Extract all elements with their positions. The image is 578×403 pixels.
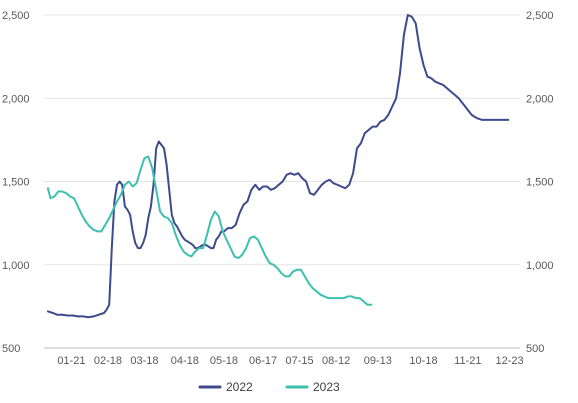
- y-tick-label-right: 1,500: [526, 177, 554, 189]
- y-tick-label-left: 1,000: [2, 260, 30, 272]
- x-tick-label: 12-23: [495, 355, 523, 367]
- y-tick-label-left: 2,000: [2, 93, 30, 105]
- series-line-2023: [46, 155, 373, 306]
- x-tick-label: 05-18: [210, 355, 238, 367]
- legend-item-2022[interactable]: 2022: [198, 380, 253, 394]
- x-tick-label: 07-15: [286, 355, 314, 367]
- x-tick-label: 06-17: [249, 355, 277, 367]
- series-line-2022: [46, 14, 510, 319]
- y-tick-label-left: 500: [2, 343, 20, 355]
- y-tick-label-right: 1,000: [526, 260, 554, 272]
- x-tick-label: 11-21: [454, 355, 481, 367]
- x-tick-label: 04-18: [171, 355, 199, 367]
- x-tick-label: 10-18: [409, 355, 437, 367]
- x-tick-label: 09-13: [364, 355, 392, 367]
- y-tick-label-right: 2,500: [526, 10, 554, 22]
- y-tick-label-left: 2,500: [2, 10, 30, 22]
- x-tick-label: 08-12: [322, 355, 350, 367]
- y-axis-right: 500 1,000 1,500 2,000 2,500: [526, 10, 554, 355]
- y-tick-label-left: 1,500: [2, 177, 30, 189]
- legend-label: 2023: [313, 380, 340, 394]
- legend[interactable]: 2022 2023: [198, 380, 340, 394]
- y-axis-left: 500 1,000 1,500 2,000 2,500: [2, 10, 30, 355]
- x-tick-label: 01-21: [57, 355, 85, 367]
- series-lines: [46, 14, 510, 319]
- x-tick-label: 02-18: [94, 355, 122, 367]
- y-tick-label-right: 500: [526, 343, 544, 355]
- x-axis-ticks: 01-21 02-18 03-18 04-18 05-18 06-17 07-15 08-12…: [57, 355, 523, 367]
- legend-label: 2022: [226, 380, 253, 394]
- gridlines: [44, 14, 520, 266]
- legend-item-2023[interactable]: 2023: [285, 380, 340, 394]
- x-tick-label: 03-18: [130, 355, 158, 367]
- y-tick-label-right: 2,000: [526, 93, 554, 105]
